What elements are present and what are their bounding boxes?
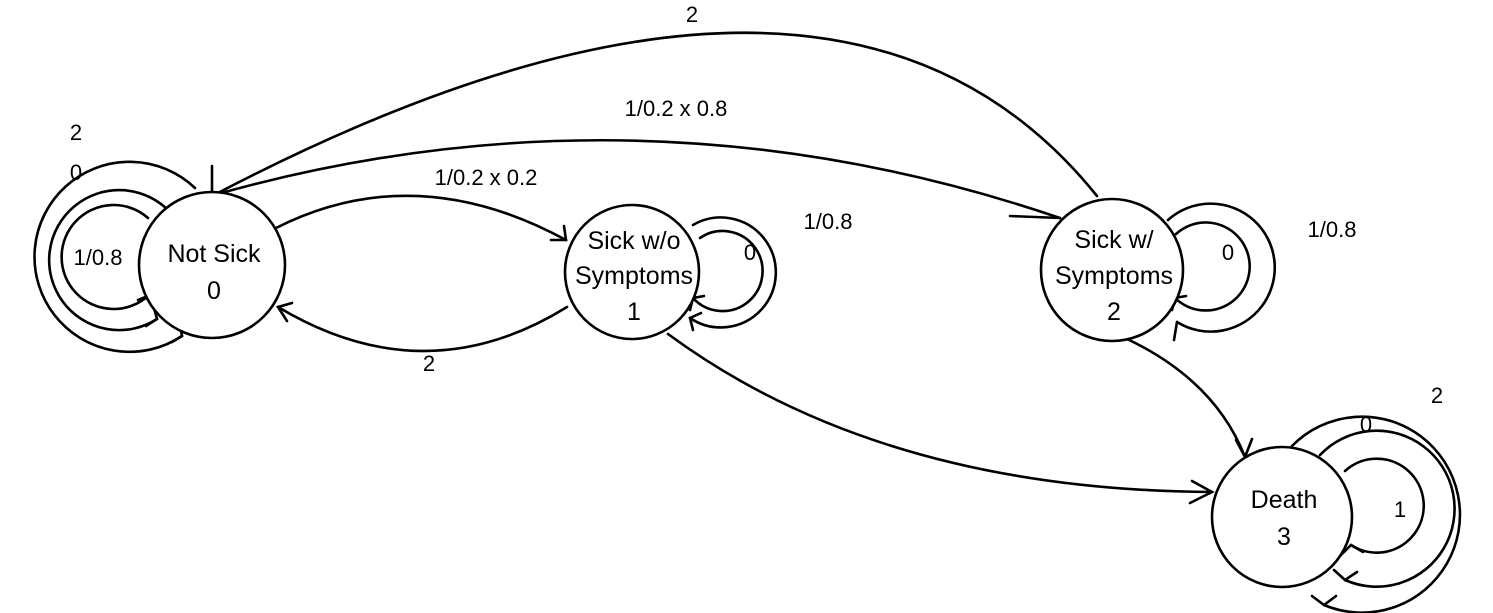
state-not-sick (137, 190, 287, 340)
state-sick-with-symptoms (1039, 197, 1185, 343)
label-sick-with-to-not-sick: 2 (686, 2, 698, 27)
state-sick-without-symptoms-name: Sick w/o (587, 227, 680, 255)
arrowhead-sick-without-outer (688, 311, 703, 332)
arrowhead-to-sick-with-symptoms (1008, 214, 1062, 220)
edge-sick-without-symptoms-to-death (666, 332, 1214, 494)
arrowhead-to-sick-without-symptoms (549, 224, 568, 242)
arrowhead-to-not-sick (275, 301, 294, 323)
label-not-sick-to-sick-with: 1/0.2 x 0.8 (625, 96, 728, 121)
label-sick-without-to-not-sick: 2 (423, 351, 435, 376)
edge-sick-with-symptoms-to-not-sick (212, 31, 1099, 198)
label-not-sick-self-middle: 0 (70, 160, 82, 185)
edge-not-sick-to-sick-without-symptoms (274, 194, 568, 242)
state-not-sick-number: 0 (207, 277, 221, 305)
edge-not-sick-self-middle (47, 188, 172, 332)
state-sick-without-symptoms-number: 1 (627, 298, 641, 326)
arrowhead-death-inner (1339, 543, 1365, 557)
state-sick-with-symptoms-name-2: Symptoms (1055, 262, 1173, 290)
edge-death-self-middle (1318, 429, 1456, 588)
arrowhead-sick-with-outer (1172, 320, 1179, 342)
arrowhead-death-middle (1332, 568, 1359, 582)
state-sick-with-symptoms-number: 2 (1107, 298, 1121, 326)
state-death-name: Death (1251, 486, 1318, 514)
state-death (1210, 445, 1354, 589)
edge-death-self-outer (1290, 415, 1462, 613)
edge-sick-without-self-inner (691, 229, 764, 313)
arrowhead-to-death-from-1 (1188, 479, 1215, 505)
edge-sick-with-self-outer (1166, 202, 1277, 333)
label-not-sick-self-inner: 1/0.8 (74, 245, 123, 270)
state-not-sick-name: Not Sick (167, 240, 261, 268)
label-death-self-outer: 2 (1431, 383, 1443, 408)
edge-sick-without-self-outer (688, 216, 778, 329)
edge-death-self-inner (1343, 457, 1426, 554)
label-sick-with-self-outer: 1/0.8 (1308, 217, 1357, 242)
state-death-number: 3 (1277, 523, 1291, 551)
label-sick-with-self-inner: 0 (1222, 240, 1234, 265)
label-death-self-inner: 1 (1394, 497, 1406, 522)
edge-sick-with-symptoms-to-death (1123, 336, 1247, 459)
label-not-sick-to-sick-without: 1/0.2 x 0.2 (435, 165, 538, 190)
arrowhead-death-outer (1310, 594, 1338, 607)
state-sick-without-symptoms-name-2: Symptoms (575, 262, 693, 290)
edge-not-sick-self-outer (33, 160, 197, 354)
label-sick-without-self-outer: 1/0.8 (804, 209, 853, 234)
edge-sick-with-self-inner (1173, 221, 1251, 312)
edge-sick-without-symptoms-to-not-sick (276, 305, 569, 353)
label-death-self-middle: 0 (1360, 412, 1372, 437)
label-sick-without-self-inner: 0 (744, 240, 756, 265)
state-sick-without-symptoms (563, 203, 701, 341)
edge-not-sick-self-inner (60, 203, 150, 311)
state-sick-with-symptoms-name: Sick w/ (1074, 226, 1153, 254)
label-not-sick-self-outer: 2 (70, 120, 82, 145)
edge-not-sick-to-sick-with-symptoms (212, 138, 1062, 220)
